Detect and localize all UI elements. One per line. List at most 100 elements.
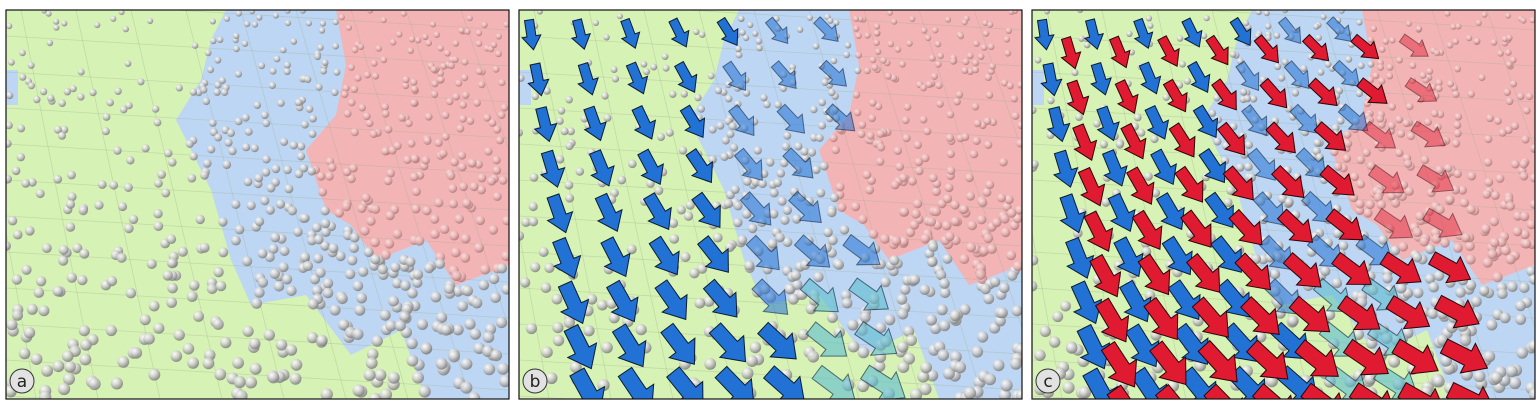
particle bbox=[475, 40, 483, 47]
particle bbox=[747, 223, 758, 234]
particle bbox=[721, 136, 730, 145]
particle bbox=[1065, 342, 1078, 354]
particle bbox=[939, 320, 951, 332]
particle bbox=[791, 279, 803, 291]
red-velocity-arrow bbox=[1445, 381, 1490, 399]
particle bbox=[1403, 159, 1413, 168]
particle bbox=[1390, 245, 1401, 256]
particle bbox=[371, 204, 381, 214]
particle bbox=[874, 48, 882, 55]
particle bbox=[1078, 386, 1091, 399]
particle bbox=[231, 235, 241, 246]
particle bbox=[1034, 349, 1046, 362]
particle bbox=[125, 287, 137, 299]
particle bbox=[519, 74, 525, 82]
particle bbox=[978, 198, 988, 208]
particle bbox=[244, 21, 251, 28]
particle bbox=[362, 112, 371, 121]
particle bbox=[146, 258, 157, 269]
particle bbox=[941, 220, 952, 231]
particle bbox=[354, 74, 362, 82]
particle bbox=[208, 119, 217, 127]
particle bbox=[464, 28, 471, 35]
particle bbox=[596, 299, 608, 311]
particle bbox=[853, 108, 862, 117]
particle bbox=[1324, 309, 1336, 321]
particle bbox=[478, 81, 486, 89]
particle bbox=[800, 259, 811, 270]
particle bbox=[469, 182, 479, 192]
particle bbox=[41, 364, 54, 377]
particle bbox=[1450, 23, 1457, 30]
particle bbox=[1515, 300, 1526, 312]
blue-velocity-arrow bbox=[620, 17, 641, 50]
particle bbox=[214, 56, 222, 64]
grid-line bbox=[6, 179, 509, 211]
particle bbox=[214, 133, 223, 142]
particle bbox=[1213, 94, 1221, 102]
particle bbox=[275, 339, 288, 351]
particle bbox=[117, 356, 130, 368]
particle bbox=[439, 149, 448, 158]
particle bbox=[33, 287, 45, 298]
red-velocity-arrow bbox=[1168, 122, 1196, 158]
blue-velocity-arrow bbox=[1101, 149, 1128, 187]
particle bbox=[168, 158, 177, 167]
blue-velocity-arrow bbox=[588, 149, 615, 187]
particle bbox=[263, 329, 275, 341]
particle bbox=[187, 173, 197, 183]
particle bbox=[53, 174, 63, 184]
blue-velocity-arrow bbox=[546, 193, 574, 234]
particle bbox=[1376, 114, 1385, 123]
particle bbox=[477, 173, 487, 183]
particle bbox=[458, 182, 468, 192]
particle bbox=[986, 244, 997, 254]
particle bbox=[217, 36, 224, 43]
particle bbox=[862, 170, 872, 180]
particle bbox=[297, 142, 306, 151]
particle bbox=[368, 392, 382, 399]
particle bbox=[213, 88, 221, 96]
particle bbox=[412, 269, 424, 280]
particle bbox=[370, 59, 378, 67]
panel-label-circle bbox=[9, 368, 35, 394]
particle bbox=[942, 367, 955, 380]
red-velocity-arrow bbox=[1385, 295, 1431, 330]
particle bbox=[890, 180, 900, 190]
grid-line bbox=[6, 71, 509, 103]
particle bbox=[1343, 130, 1352, 139]
particle bbox=[256, 14, 263, 21]
particle bbox=[680, 252, 691, 262]
particle bbox=[725, 95, 733, 103]
particle bbox=[306, 331, 319, 344]
particle bbox=[977, 53, 985, 60]
particle bbox=[6, 241, 11, 251]
particle bbox=[490, 349, 503, 362]
particle bbox=[879, 234, 890, 244]
particle bbox=[379, 309, 391, 321]
particle bbox=[1458, 185, 1467, 195]
particle bbox=[782, 205, 793, 215]
particle bbox=[1445, 195, 1455, 205]
particle bbox=[105, 324, 117, 337]
particle bbox=[227, 129, 235, 137]
particle bbox=[342, 167, 352, 177]
red-velocity-arrow bbox=[1439, 338, 1489, 374]
particle bbox=[212, 318, 224, 330]
particle bbox=[290, 358, 303, 371]
particle bbox=[730, 185, 740, 194]
particle bbox=[1313, 138, 1322, 147]
particle bbox=[608, 312, 620, 324]
red-velocity-arrow bbox=[1397, 382, 1441, 399]
particle bbox=[325, 171, 334, 181]
particle bbox=[1432, 375, 1445, 388]
blue-velocity-arrow bbox=[1040, 62, 1063, 97]
particle bbox=[488, 225, 499, 235]
particle bbox=[1004, 195, 1014, 205]
particle bbox=[441, 132, 450, 141]
particle bbox=[218, 217, 228, 227]
particle bbox=[812, 165, 821, 175]
particle bbox=[543, 87, 551, 95]
particle bbox=[957, 32, 965, 40]
red-velocity-arrow bbox=[1379, 251, 1422, 284]
